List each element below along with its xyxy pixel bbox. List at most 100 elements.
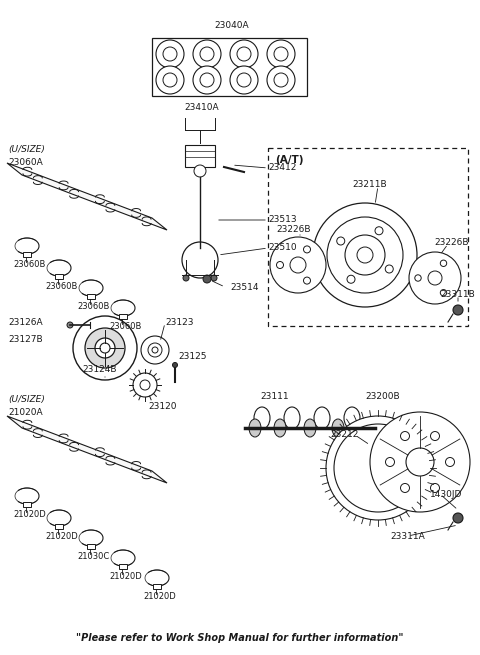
Text: 23060B: 23060B [109,322,142,331]
Circle shape [163,73,177,87]
Bar [55,524,63,529]
Circle shape [230,40,258,68]
Circle shape [267,40,295,68]
Text: 23060B: 23060B [13,260,46,269]
Circle shape [237,47,251,61]
Circle shape [67,322,73,328]
Circle shape [274,73,288,87]
Text: (U/SIZE): (U/SIZE) [8,145,45,154]
Text: (A/T): (A/T) [275,155,303,165]
Text: (U/SIZE): (U/SIZE) [8,395,45,404]
Circle shape [230,66,258,94]
Circle shape [334,424,422,512]
Text: 23200B: 23200B [365,392,400,401]
Circle shape [345,235,385,275]
Bar [119,314,127,319]
Text: 23111: 23111 [260,392,288,401]
Bar [87,294,95,299]
Text: 23412: 23412 [268,164,296,172]
Circle shape [400,483,409,493]
Circle shape [203,275,211,283]
Circle shape [400,432,409,441]
Circle shape [182,242,218,278]
Bar [153,584,161,589]
Polygon shape [7,416,167,483]
Text: 23510: 23510 [268,244,297,252]
Text: 23060B: 23060B [45,282,77,291]
Circle shape [440,260,447,267]
Circle shape [290,257,306,273]
Ellipse shape [304,419,316,437]
Circle shape [406,448,434,476]
Circle shape [385,265,393,273]
Text: 23127B: 23127B [8,335,43,344]
Circle shape [276,261,284,269]
Text: 23212: 23212 [330,430,359,439]
Circle shape [183,275,189,281]
Text: 23040A: 23040A [215,21,249,30]
Circle shape [453,513,463,523]
Text: 21020A: 21020A [8,408,43,417]
Ellipse shape [284,407,300,429]
Bar [23,252,31,257]
Bar [119,564,127,569]
Circle shape [303,246,311,253]
Text: 23060A: 23060A [8,158,43,167]
Circle shape [274,47,288,61]
Circle shape [445,457,455,466]
Text: 23123: 23123 [165,318,193,327]
Circle shape [370,412,470,512]
Circle shape [133,373,157,397]
Text: 23311A: 23311A [390,532,425,541]
Circle shape [313,203,417,307]
Circle shape [200,47,214,61]
Text: 23410A: 23410A [185,103,219,112]
Text: 23120: 23120 [148,402,177,411]
Circle shape [409,252,461,304]
Bar [152,38,307,96]
Text: 23514: 23514 [230,282,259,291]
Circle shape [163,47,177,61]
Ellipse shape [254,407,270,429]
Circle shape [326,416,430,520]
Bar [87,544,95,549]
Circle shape [415,275,421,281]
Circle shape [375,227,383,234]
Circle shape [337,237,345,245]
Circle shape [73,316,137,380]
Text: 23513: 23513 [268,215,297,225]
Text: 1430JD: 1430JD [430,490,462,499]
Polygon shape [7,163,167,230]
Circle shape [100,343,110,353]
Bar [23,502,31,507]
Circle shape [211,275,217,281]
Circle shape [431,432,440,441]
Circle shape [200,73,214,87]
Circle shape [148,343,162,357]
Circle shape [193,40,221,68]
Text: 23126A: 23126A [8,318,43,327]
Text: "Please refer to Work Shop Manual for further information": "Please refer to Work Shop Manual for fu… [76,633,404,643]
Circle shape [440,290,447,296]
Circle shape [85,328,125,368]
Bar [268,148,468,326]
Circle shape [428,271,442,285]
Circle shape [141,336,169,364]
Ellipse shape [274,419,286,437]
Circle shape [156,66,184,94]
Circle shape [347,275,355,283]
Text: 21020D: 21020D [13,510,46,519]
Circle shape [237,73,251,87]
Circle shape [327,217,403,293]
Ellipse shape [344,407,360,429]
Ellipse shape [249,419,261,437]
Circle shape [303,277,311,284]
Text: 23124B: 23124B [82,365,117,374]
Circle shape [357,247,373,263]
Text: 23311B: 23311B [440,290,475,299]
Text: 21020D: 21020D [143,592,176,601]
Text: 23226B: 23226B [434,238,468,247]
Circle shape [194,165,206,177]
Circle shape [95,338,115,358]
Circle shape [172,362,178,367]
